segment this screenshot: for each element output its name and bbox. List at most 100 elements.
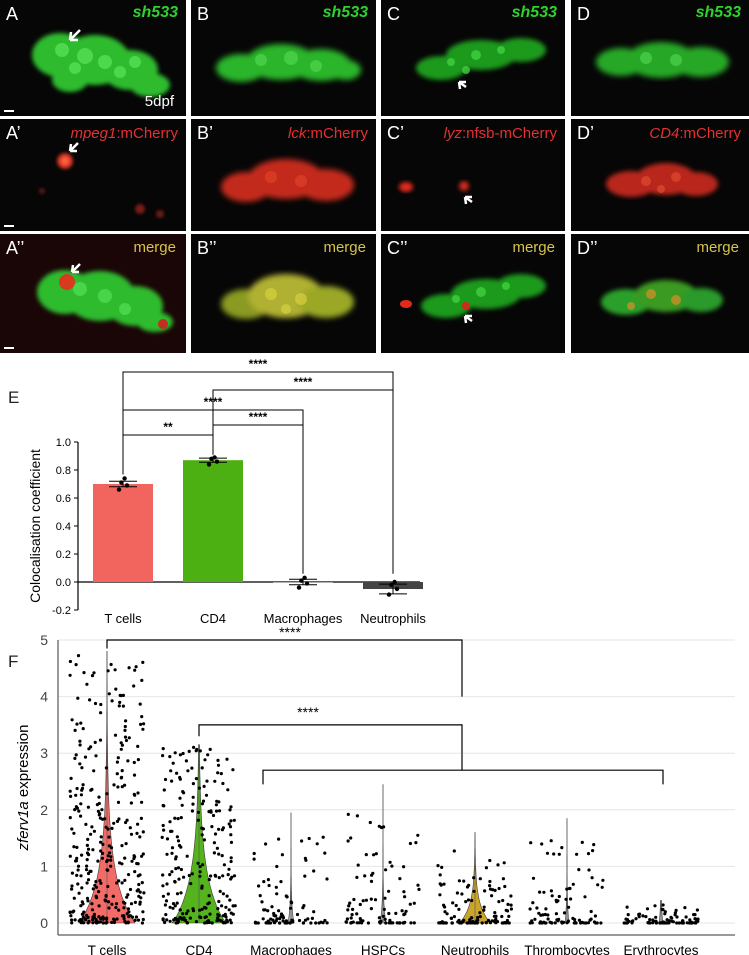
data-point <box>494 917 498 921</box>
data-point <box>383 917 387 921</box>
data-point <box>555 918 559 922</box>
data-point <box>109 858 113 862</box>
reporter-label-B: lck:mCherry <box>287 125 368 142</box>
data-point <box>654 915 658 919</box>
data-point <box>394 911 398 915</box>
data-point <box>121 693 125 697</box>
data-point <box>203 758 207 762</box>
data-point <box>398 921 402 925</box>
data-point <box>70 918 74 922</box>
data-point <box>229 805 233 809</box>
data-point <box>194 777 198 781</box>
data-point <box>87 919 91 923</box>
data-point <box>208 912 212 916</box>
data-point <box>383 896 387 900</box>
data-point <box>221 874 225 878</box>
data-point <box>685 921 689 925</box>
data-point <box>75 806 79 810</box>
data-point <box>440 865 444 869</box>
age-label: 5dpf <box>144 93 174 110</box>
data-point <box>507 914 511 918</box>
data-point <box>79 721 83 725</box>
data-point <box>94 754 98 758</box>
data-point <box>191 802 195 806</box>
data-point <box>222 863 226 867</box>
data-point <box>109 864 113 868</box>
y-tick-label: 2 <box>40 802 48 818</box>
merge-label-C: merge <box>512 239 555 256</box>
micrograph-D <box>596 42 729 78</box>
data-point <box>140 678 144 682</box>
data-point <box>408 902 412 906</box>
data-point <box>568 886 572 891</box>
data-point <box>108 851 112 855</box>
data-point <box>97 904 101 908</box>
data-point <box>491 888 495 892</box>
data-point <box>303 874 307 878</box>
data-point <box>133 668 137 672</box>
data-point <box>179 867 183 872</box>
data-point <box>577 868 581 872</box>
data-point <box>196 810 201 814</box>
data-point <box>690 921 694 925</box>
data-point <box>175 901 179 905</box>
data-point <box>457 907 461 911</box>
data-point <box>168 873 172 877</box>
data-point <box>660 921 664 925</box>
data-point <box>169 769 173 773</box>
x-tick-label: Macrophages <box>264 611 343 626</box>
merge-label-B: merge <box>323 239 366 256</box>
y-axis-label: zferv1a expression <box>15 725 32 852</box>
data-point <box>390 864 394 868</box>
data-point <box>402 865 406 869</box>
data-point <box>200 886 204 890</box>
panel-label-D: D <box>577 4 590 24</box>
y-tick-label: 0 <box>40 915 48 931</box>
data-point <box>216 771 220 775</box>
data-point <box>175 892 180 896</box>
data-point <box>140 881 144 885</box>
panel-label-C-prime: C’ <box>387 123 404 143</box>
data-point <box>115 772 119 776</box>
data-point <box>388 918 392 922</box>
data-point <box>185 854 189 858</box>
data-point <box>114 905 118 910</box>
data-point <box>546 917 550 921</box>
data-point <box>637 912 641 917</box>
data-point <box>180 803 184 807</box>
data-point <box>124 842 128 846</box>
data-point <box>654 919 658 923</box>
data-point <box>587 868 591 872</box>
panel-C: C sh533 <box>381 0 565 116</box>
y-axis-label: Colocalisation coefficient <box>27 449 43 603</box>
data-point <box>675 915 679 919</box>
data-point <box>307 836 311 841</box>
data-point <box>289 906 293 910</box>
data-point <box>200 833 204 837</box>
data-point <box>215 919 219 923</box>
expression-violin-plot: 0 1 2 3 4 5 zferv1a expression T cells CD4 Macrop… <box>15 624 735 955</box>
micrograph-B-prime <box>221 159 354 202</box>
data-point <box>163 777 168 782</box>
data-point <box>369 879 374 883</box>
data-point <box>106 669 110 673</box>
data-point <box>301 921 306 925</box>
data-point <box>661 903 665 907</box>
data-point <box>142 891 146 895</box>
data-point <box>221 892 225 896</box>
data-point <box>181 751 185 756</box>
data-point <box>70 887 74 891</box>
data-point <box>663 921 668 925</box>
data-point <box>277 837 281 841</box>
data-point <box>87 853 91 857</box>
data-point <box>565 887 569 891</box>
data-point <box>90 902 94 906</box>
data-point <box>210 825 214 829</box>
data-point <box>350 921 354 925</box>
data-point <box>72 831 76 835</box>
data-point <box>68 659 72 664</box>
data-point <box>279 912 284 916</box>
data-point <box>178 796 182 800</box>
data-point <box>232 818 236 822</box>
data-point <box>252 857 256 861</box>
